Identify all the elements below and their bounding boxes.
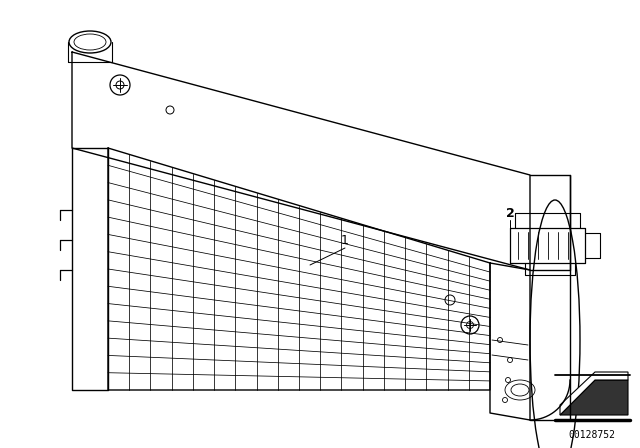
Text: 2: 2 bbox=[506, 207, 515, 220]
Text: 1: 1 bbox=[341, 233, 349, 246]
Polygon shape bbox=[560, 380, 628, 415]
Text: 00128752: 00128752 bbox=[568, 430, 616, 440]
Polygon shape bbox=[560, 372, 628, 415]
